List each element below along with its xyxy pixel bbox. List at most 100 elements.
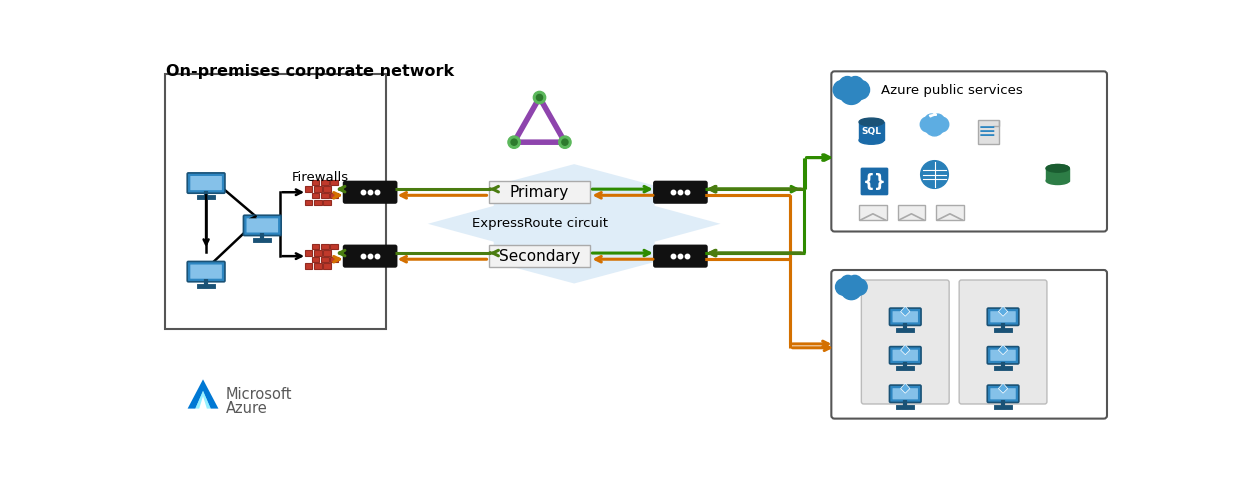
Bar (323, 186, 330, 192)
FancyBboxPatch shape (831, 270, 1107, 419)
Bar (330, 244, 338, 249)
Circle shape (537, 94, 543, 101)
FancyBboxPatch shape (861, 168, 888, 195)
FancyBboxPatch shape (243, 215, 281, 236)
Polygon shape (195, 391, 211, 409)
Circle shape (836, 279, 852, 295)
FancyBboxPatch shape (343, 245, 397, 268)
FancyBboxPatch shape (987, 347, 1018, 364)
FancyBboxPatch shape (653, 245, 708, 268)
Bar (304, 251, 312, 256)
Circle shape (841, 275, 854, 290)
Bar (323, 251, 330, 256)
Polygon shape (188, 379, 219, 409)
Bar (304, 263, 312, 269)
Polygon shape (427, 164, 720, 284)
Circle shape (925, 114, 938, 127)
FancyBboxPatch shape (831, 71, 1107, 231)
Bar (314, 263, 322, 269)
Text: ≡: ≡ (977, 122, 996, 142)
FancyBboxPatch shape (188, 173, 225, 193)
Text: SQL: SQL (862, 126, 882, 136)
FancyBboxPatch shape (893, 388, 918, 399)
Circle shape (920, 117, 935, 132)
Bar (164, 74, 386, 329)
FancyBboxPatch shape (889, 308, 922, 325)
FancyBboxPatch shape (987, 385, 1018, 402)
Polygon shape (999, 345, 1007, 355)
Text: Firewalls: Firewalls (292, 171, 349, 183)
Text: Secondary: Secondary (499, 249, 580, 263)
Circle shape (932, 114, 944, 127)
Text: Primary: Primary (510, 185, 569, 200)
Circle shape (925, 117, 944, 136)
Circle shape (510, 139, 517, 145)
FancyBboxPatch shape (489, 182, 590, 203)
FancyBboxPatch shape (990, 311, 1016, 322)
Circle shape (833, 80, 852, 99)
Text: Azure public services: Azure public services (881, 84, 1022, 97)
Bar (312, 257, 319, 262)
Bar (330, 193, 338, 198)
FancyBboxPatch shape (893, 311, 918, 322)
Bar (304, 186, 312, 192)
FancyBboxPatch shape (188, 262, 225, 282)
Bar (859, 122, 884, 140)
Circle shape (559, 136, 571, 148)
Polygon shape (900, 383, 910, 393)
Polygon shape (999, 383, 1007, 393)
FancyBboxPatch shape (653, 181, 708, 204)
FancyBboxPatch shape (489, 245, 590, 267)
Bar (320, 193, 329, 198)
Bar (304, 200, 312, 205)
Bar (312, 244, 319, 249)
Bar (314, 251, 322, 256)
Text: Microsoft: Microsoft (226, 387, 293, 402)
Text: {}: {} (863, 173, 887, 191)
FancyBboxPatch shape (990, 388, 1016, 399)
Ellipse shape (1046, 164, 1069, 172)
FancyBboxPatch shape (343, 181, 397, 204)
Circle shape (561, 139, 568, 145)
FancyBboxPatch shape (889, 347, 922, 364)
FancyBboxPatch shape (246, 218, 278, 232)
Text: Azure: Azure (226, 401, 268, 416)
Bar (323, 263, 330, 269)
Circle shape (840, 77, 856, 93)
Bar (330, 180, 338, 185)
FancyBboxPatch shape (889, 385, 922, 402)
Bar (314, 186, 322, 192)
Circle shape (920, 160, 949, 188)
FancyBboxPatch shape (190, 176, 222, 190)
Circle shape (841, 279, 862, 300)
Bar (898, 205, 925, 220)
Circle shape (847, 77, 863, 93)
FancyBboxPatch shape (959, 280, 1047, 404)
Text: On-premises corporate network: On-premises corporate network (166, 64, 455, 79)
Circle shape (508, 136, 520, 148)
Circle shape (934, 117, 949, 132)
Ellipse shape (1046, 164, 1069, 172)
Circle shape (533, 91, 545, 103)
FancyBboxPatch shape (862, 280, 949, 404)
Polygon shape (999, 306, 1007, 316)
Ellipse shape (859, 137, 884, 144)
Bar (859, 205, 887, 220)
Circle shape (840, 80, 863, 104)
Bar (312, 180, 319, 185)
Ellipse shape (1046, 177, 1069, 184)
Bar (1046, 168, 1069, 181)
Bar (312, 193, 319, 198)
Ellipse shape (859, 118, 884, 126)
FancyBboxPatch shape (190, 264, 222, 279)
Circle shape (851, 80, 869, 99)
Polygon shape (900, 345, 910, 355)
FancyBboxPatch shape (990, 350, 1016, 361)
Text: ExpressRoute circuit: ExpressRoute circuit (472, 217, 607, 229)
Bar (320, 244, 329, 249)
Bar (320, 180, 329, 185)
Bar (323, 200, 330, 205)
Polygon shape (900, 306, 910, 316)
Bar (320, 257, 329, 262)
Bar (330, 257, 338, 262)
